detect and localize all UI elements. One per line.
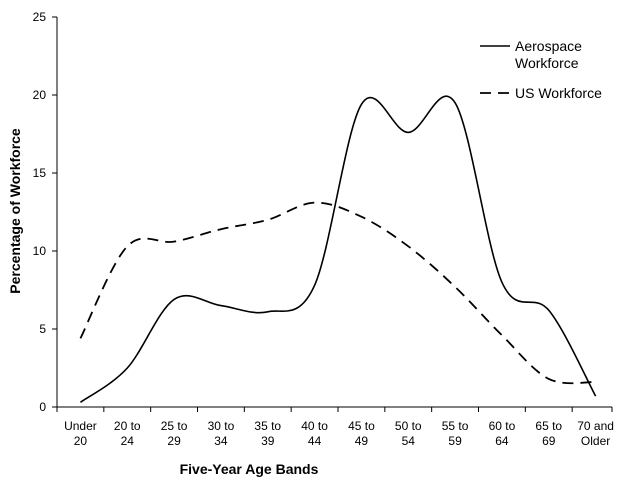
x-tick-label: Under 20 bbox=[64, 419, 97, 448]
series-lines bbox=[79, 95, 597, 403]
x-tick-label: 50 to 54 bbox=[395, 419, 422, 448]
aerospace-workforce-line bbox=[79, 95, 597, 403]
legend: Aerospace Workforce US Workforce bbox=[480, 38, 602, 101]
y-tick-label: 15 bbox=[33, 166, 47, 180]
x-tick-label: 20 to 24 bbox=[114, 419, 141, 448]
x-tick-label: 35 to 39 bbox=[254, 419, 281, 448]
x-tick-label: 45 to 49 bbox=[348, 419, 375, 448]
us-workforce-line bbox=[79, 201, 596, 385]
x-tick-label: 65 to 69 bbox=[535, 419, 562, 448]
axes bbox=[56, 17, 612, 408]
y-axis-ticks: 0 5 10 15 20 25 bbox=[33, 10, 57, 414]
x-axis-ticks: Under 20 20 to 24 25 to 29 30 to 34 35 to 39 40 to… bbox=[56, 407, 614, 448]
x-tick-label: 25 to 29 bbox=[161, 419, 188, 448]
x-axis-title: Five-Year Age Bands bbox=[180, 461, 319, 477]
legend-label-us: US Workforce bbox=[515, 85, 602, 101]
y-tick-label: 5 bbox=[39, 322, 46, 336]
x-tick-label: 40 to 44 bbox=[301, 419, 328, 448]
y-axis-title: Percentage of Workforce bbox=[7, 128, 23, 294]
x-tick-label: 55 to 59 bbox=[442, 419, 469, 448]
y-tick-label: 0 bbox=[39, 400, 46, 414]
legend-label-aerospace: Aerospace Workforce bbox=[515, 38, 582, 71]
x-tick-label: 60 to 64 bbox=[489, 419, 516, 448]
y-tick-label: 20 bbox=[33, 88, 47, 102]
y-tick-label: 25 bbox=[33, 10, 47, 24]
x-tick-label: 70 and Older bbox=[577, 419, 614, 448]
y-tick-label: 10 bbox=[33, 244, 47, 258]
x-tick-label: 30 to 34 bbox=[208, 419, 235, 448]
